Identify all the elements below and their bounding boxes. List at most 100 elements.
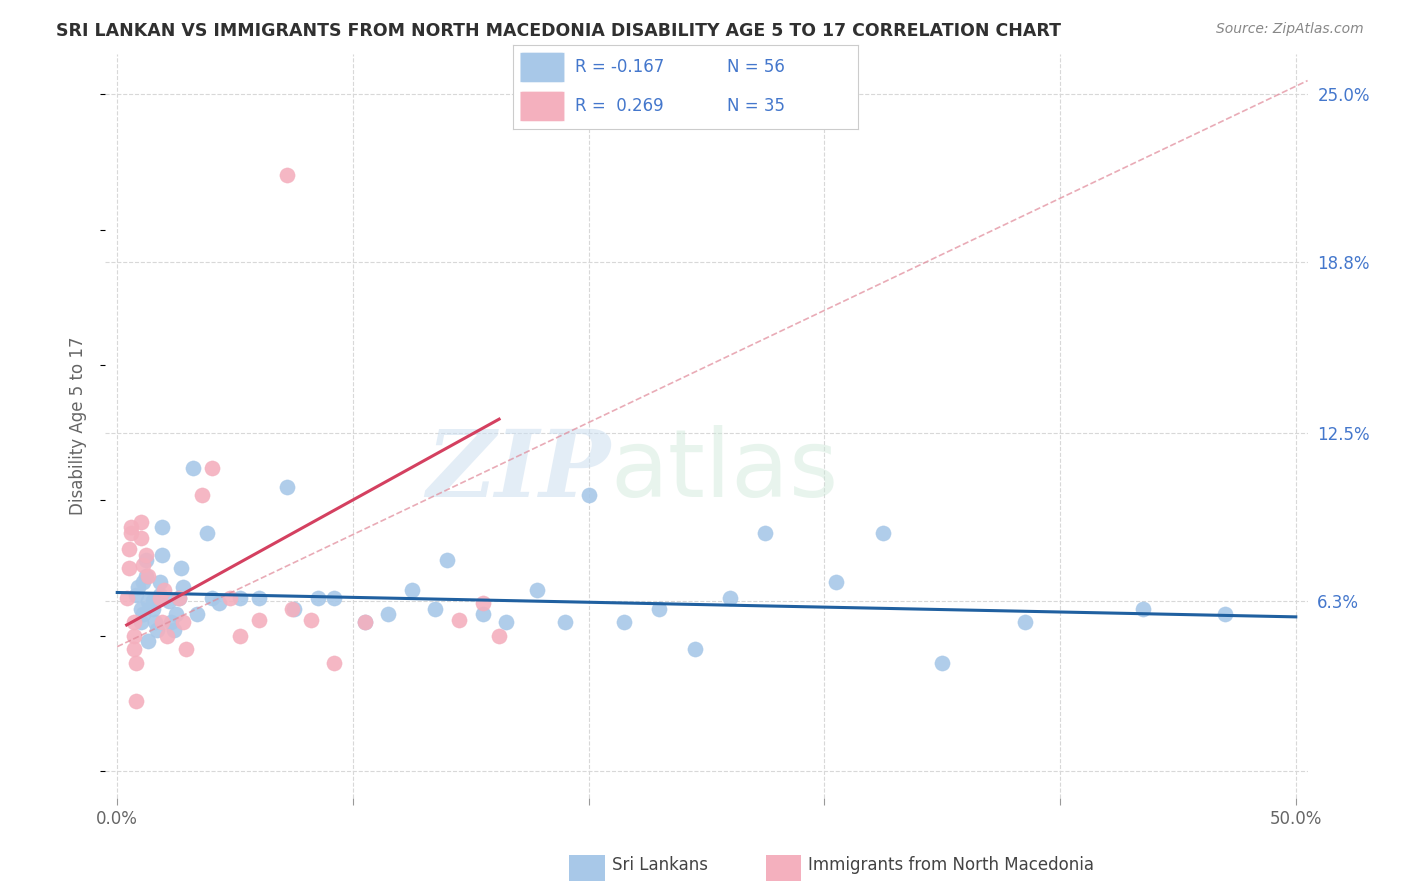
Text: SRI LANKAN VS IMMIGRANTS FROM NORTH MACEDONIA DISABILITY AGE 5 TO 17 CORRELATION: SRI LANKAN VS IMMIGRANTS FROM NORTH MACE… xyxy=(56,22,1062,40)
Point xyxy=(191,488,214,502)
Point xyxy=(229,591,252,605)
Point xyxy=(146,624,169,638)
Point xyxy=(247,591,270,605)
Point xyxy=(280,601,302,615)
Point xyxy=(578,488,600,502)
Point xyxy=(276,169,298,183)
Text: ZIP: ZIP xyxy=(426,425,610,516)
Point xyxy=(825,574,848,589)
Point xyxy=(471,596,494,610)
Point xyxy=(648,601,671,615)
Point xyxy=(488,629,510,643)
Point xyxy=(172,615,194,630)
Point xyxy=(276,480,298,494)
Text: N = 35: N = 35 xyxy=(727,97,785,115)
Point xyxy=(149,588,172,602)
Point xyxy=(207,596,229,610)
FancyBboxPatch shape xyxy=(520,91,565,121)
Point xyxy=(1132,601,1154,615)
Point xyxy=(127,580,149,594)
Point xyxy=(132,558,155,573)
Point xyxy=(136,634,159,648)
Point xyxy=(1014,615,1036,630)
Point xyxy=(125,656,148,670)
Point xyxy=(150,520,173,534)
Point xyxy=(299,613,322,627)
Point xyxy=(120,525,142,540)
Point xyxy=(754,525,776,540)
Point xyxy=(115,591,138,605)
Point xyxy=(323,656,346,670)
Point xyxy=(160,615,183,630)
Point xyxy=(200,591,222,605)
Point xyxy=(118,542,141,557)
Point xyxy=(142,601,165,615)
Point xyxy=(167,591,190,605)
Point xyxy=(377,607,399,622)
Point xyxy=(150,548,173,562)
Point xyxy=(153,582,176,597)
Point xyxy=(156,629,179,643)
Point xyxy=(149,574,172,589)
Point xyxy=(181,461,204,475)
Point xyxy=(283,601,305,615)
Point xyxy=(122,629,145,643)
Point xyxy=(150,615,173,630)
Point xyxy=(219,591,242,605)
Point xyxy=(172,580,194,594)
Text: atlas: atlas xyxy=(610,425,838,516)
Point xyxy=(129,601,152,615)
Point xyxy=(495,615,517,630)
Point xyxy=(120,520,142,534)
Point xyxy=(129,515,152,529)
Point xyxy=(425,601,447,615)
Point xyxy=(436,553,458,567)
Point xyxy=(174,642,197,657)
Point xyxy=(195,525,218,540)
Point xyxy=(613,615,636,630)
Point xyxy=(125,694,148,708)
Text: Immigrants from North Macedonia: Immigrants from North Macedonia xyxy=(808,856,1094,874)
Point xyxy=(447,613,470,627)
Point xyxy=(353,615,375,630)
Point xyxy=(554,615,576,630)
Point xyxy=(718,591,741,605)
FancyBboxPatch shape xyxy=(520,53,565,83)
Point xyxy=(526,582,548,597)
Point xyxy=(353,615,375,630)
Point xyxy=(118,561,141,575)
Point xyxy=(229,629,252,643)
Point xyxy=(163,624,186,638)
Point xyxy=(1213,607,1236,622)
Point xyxy=(931,656,953,670)
Point xyxy=(135,553,157,567)
Text: R =  0.269: R = 0.269 xyxy=(575,97,664,115)
Point xyxy=(135,548,157,562)
Point xyxy=(157,593,180,607)
Point xyxy=(247,613,270,627)
Point xyxy=(872,525,894,540)
Point xyxy=(471,607,494,622)
Point xyxy=(149,591,172,605)
Point xyxy=(683,642,706,657)
Point xyxy=(323,591,346,605)
Point xyxy=(132,607,155,622)
Point xyxy=(143,615,166,630)
Text: Sri Lankans: Sri Lankans xyxy=(612,856,707,874)
Point xyxy=(200,461,222,475)
Point xyxy=(129,532,152,546)
Point xyxy=(165,607,187,622)
Point xyxy=(122,642,145,657)
Point xyxy=(125,588,148,602)
Point xyxy=(401,582,423,597)
Point xyxy=(136,593,159,607)
Point xyxy=(170,561,193,575)
Text: Source: ZipAtlas.com: Source: ZipAtlas.com xyxy=(1216,22,1364,37)
Point xyxy=(132,574,155,589)
Point xyxy=(167,591,190,605)
Y-axis label: Disability Age 5 to 17: Disability Age 5 to 17 xyxy=(69,336,87,516)
Point xyxy=(136,569,159,583)
Point xyxy=(122,615,145,630)
Point xyxy=(142,593,165,607)
Point xyxy=(135,569,157,583)
